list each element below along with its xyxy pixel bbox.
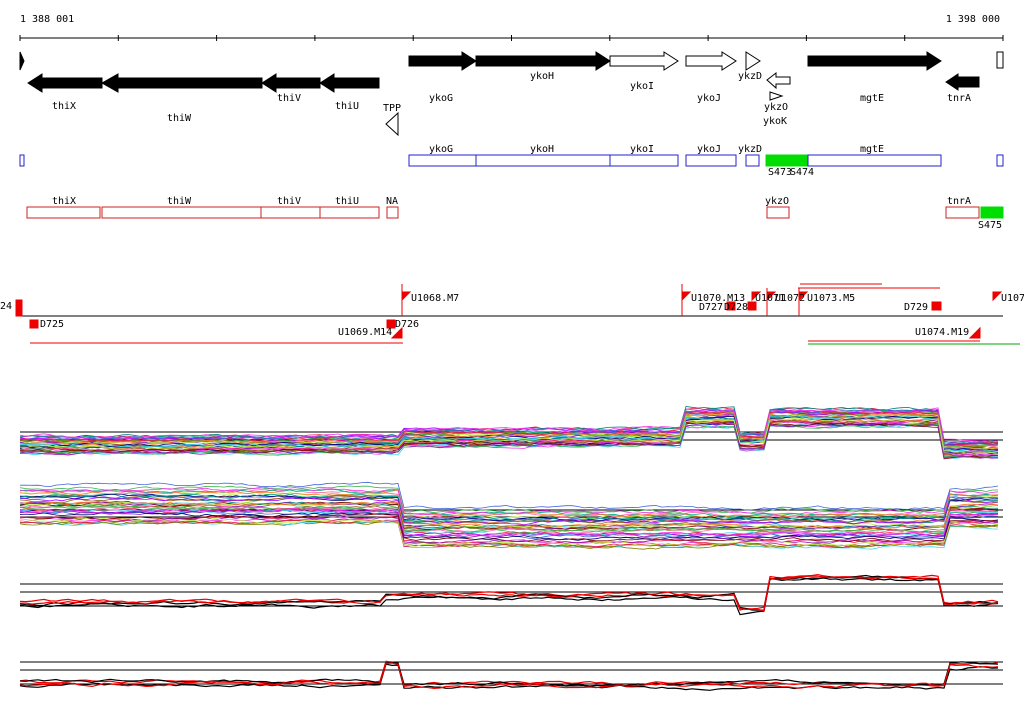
marker-label: D727	[699, 302, 723, 313]
segment-label: NA	[386, 196, 398, 207]
signal-line	[19, 662, 999, 690]
marker-label: U1071	[755, 293, 785, 304]
signal-line	[19, 517, 999, 547]
signal-line	[19, 487, 999, 516]
gene-labels: thiX thiW thiV thiU TPP ykoG ykoH ykoI y…	[52, 71, 971, 127]
signal-line	[20, 575, 999, 612]
signal-line	[19, 407, 999, 443]
segment-label: ykoJ	[697, 144, 721, 155]
signal-line	[19, 415, 999, 454]
gene-label: thiW	[167, 113, 192, 124]
signal-line	[19, 661, 999, 687]
segment-label: ykoH	[530, 144, 554, 155]
signal-line	[19, 485, 999, 514]
signal-line	[19, 663, 999, 691]
signal-line	[19, 410, 999, 448]
signal-line	[19, 577, 999, 616]
gene-label: mgtE	[860, 93, 884, 104]
ruler-start: 1 388 001	[20, 14, 74, 25]
signal-line	[19, 505, 999, 534]
signal-line	[19, 493, 999, 522]
segment-label: S474	[790, 167, 814, 178]
signal-line	[19, 518, 999, 549]
segment-label: ykoG	[429, 144, 453, 155]
segment-label: S475	[978, 220, 1002, 231]
blue-track-labels: ykoG ykoH ykoI ykoJ ykzD mgtE S473 S474	[429, 144, 884, 178]
signal-line	[19, 413, 999, 450]
marker-label: D729	[904, 302, 928, 313]
segment-label: thiU	[335, 196, 359, 207]
ruler: 1 388 001 1 398 000	[20, 14, 1003, 39]
signal-line	[19, 417, 999, 455]
gene-label: ykoI	[630, 81, 654, 92]
marker-label: 24	[0, 301, 12, 312]
segment-label: thiV	[277, 196, 301, 207]
signal-line	[19, 410, 999, 447]
red-track-labels: thiX thiW thiV thiU NA ykzO tnrA S475	[52, 196, 1002, 231]
gene-label: tnrA	[947, 93, 971, 104]
signal-line	[19, 511, 998, 541]
marker-label: U1070.M13	[691, 293, 745, 304]
genes	[19, 51, 1004, 137]
gene-label: ykoH	[530, 71, 554, 82]
gene-label: ykoJ	[697, 93, 721, 104]
signal-line	[19, 507, 999, 538]
marker-label: U1068.M7	[411, 293, 459, 304]
signal-line	[19, 495, 999, 526]
marker-labels: 24 D725 U1068.M7 U1069.M14 D726 U1070.M1…	[0, 293, 1024, 338]
gene-label: thiV	[277, 93, 301, 104]
segment-label: ykzO	[765, 196, 789, 207]
gene-label: thiX	[52, 101, 76, 112]
marker-label: U1074.M19	[915, 327, 969, 338]
signal-line	[19, 481, 999, 511]
signal-line	[19, 493, 999, 524]
marker-label: D725	[40, 319, 64, 330]
signal-line	[19, 421, 999, 460]
gene-label: TPP	[383, 103, 401, 114]
gene-label: ykoG	[429, 93, 453, 104]
signal-tracks	[19, 406, 1003, 691]
segment-label: mgtE	[860, 144, 884, 155]
signal-line	[19, 500, 999, 530]
segment-label: thiW	[167, 196, 192, 207]
signal-line	[19, 422, 999, 459]
marker-label: D726	[395, 319, 419, 330]
signal-line	[19, 520, 999, 550]
marker-label: U1069.M14	[338, 327, 392, 338]
signal-line	[20, 515, 999, 544]
segment-label: tnrA	[947, 196, 971, 207]
marker-label: D728	[724, 302, 748, 313]
segment-label: ykzD	[738, 144, 762, 155]
markers	[15, 283, 1020, 345]
segment-label: thiX	[52, 196, 76, 207]
signal-line	[19, 490, 999, 520]
gene-label: ykzO	[764, 102, 788, 113]
marker-label: U107	[1001, 293, 1024, 304]
signal-line	[19, 519, 999, 549]
ruler-ticks	[19, 35, 1004, 41]
marker-label: U1073.M5	[807, 293, 855, 304]
signal-line	[19, 422, 999, 459]
segment-label: S473	[768, 167, 792, 178]
gene-label: ykoK	[763, 116, 787, 127]
signal-line	[19, 493, 999, 522]
signal-line	[19, 496, 999, 526]
signal-line	[19, 408, 999, 445]
red-track	[26, 206, 1004, 219]
blue-track	[19, 154, 1004, 167]
gene-label: ykzD	[738, 71, 762, 82]
marker-label: U1072	[775, 293, 805, 304]
ruler-end: 1 398 000	[946, 14, 1000, 25]
segment-label: ykoI	[630, 144, 654, 155]
gene-label: thiU	[335, 101, 359, 112]
signal-line	[19, 488, 999, 518]
signal-line	[19, 510, 999, 540]
